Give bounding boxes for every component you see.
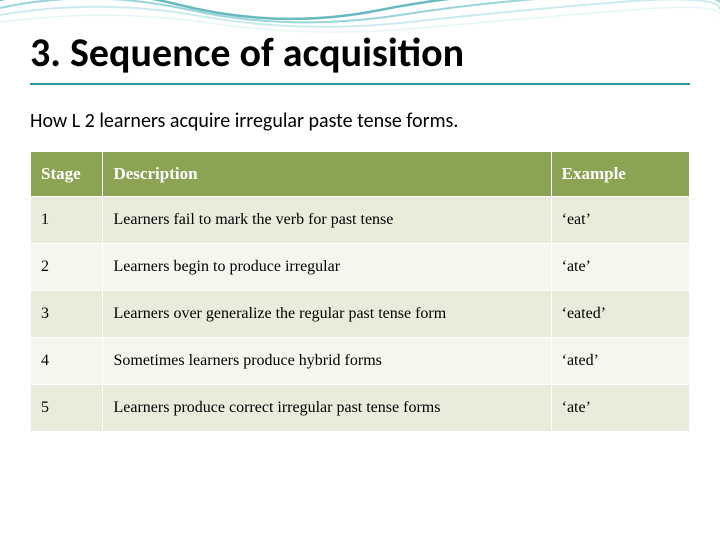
slide-subtitle: How L 2 learners acquire irregular paste… [0, 85, 720, 151]
cell-stage: 1 [31, 197, 103, 244]
table-row: 3 Learners over generalize the regular p… [31, 291, 690, 338]
cell-stage: 4 [31, 338, 103, 385]
cell-example: ‘ate’ [551, 244, 689, 291]
cell-description: Learners begin to produce irregular [103, 244, 551, 291]
cell-description: Learners produce correct irregular past … [103, 385, 551, 432]
cell-example: ‘eat’ [551, 197, 689, 244]
acquisition-table: Stage Description Example 1 Learners fai… [30, 151, 690, 432]
table-header-row: Stage Description Example [31, 152, 690, 197]
table-row: 1 Learners fail to mark the verb for pas… [31, 197, 690, 244]
cell-example: ‘ated’ [551, 338, 689, 385]
cell-description: Sometimes learners produce hybrid forms [103, 338, 551, 385]
slide-title: 3. Sequence of acquisition [0, 0, 720, 83]
table-row: 5 Learners produce correct irregular pas… [31, 385, 690, 432]
cell-description: Learners over generalize the regular pas… [103, 291, 551, 338]
cell-example: ‘ate’ [551, 385, 689, 432]
cell-description: Learners fail to mark the verb for past … [103, 197, 551, 244]
cell-stage: 2 [31, 244, 103, 291]
table-row: 4 Sometimes learners produce hybrid form… [31, 338, 690, 385]
cell-stage: 5 [31, 385, 103, 432]
col-header-description: Description [103, 152, 551, 197]
col-header-stage: Stage [31, 152, 103, 197]
cell-stage: 3 [31, 291, 103, 338]
col-header-example: Example [551, 152, 689, 197]
table-container: Stage Description Example 1 Learners fai… [0, 151, 720, 432]
table-row: 2 Learners begin to produce irregular ‘a… [31, 244, 690, 291]
cell-example: ‘eated’ [551, 291, 689, 338]
